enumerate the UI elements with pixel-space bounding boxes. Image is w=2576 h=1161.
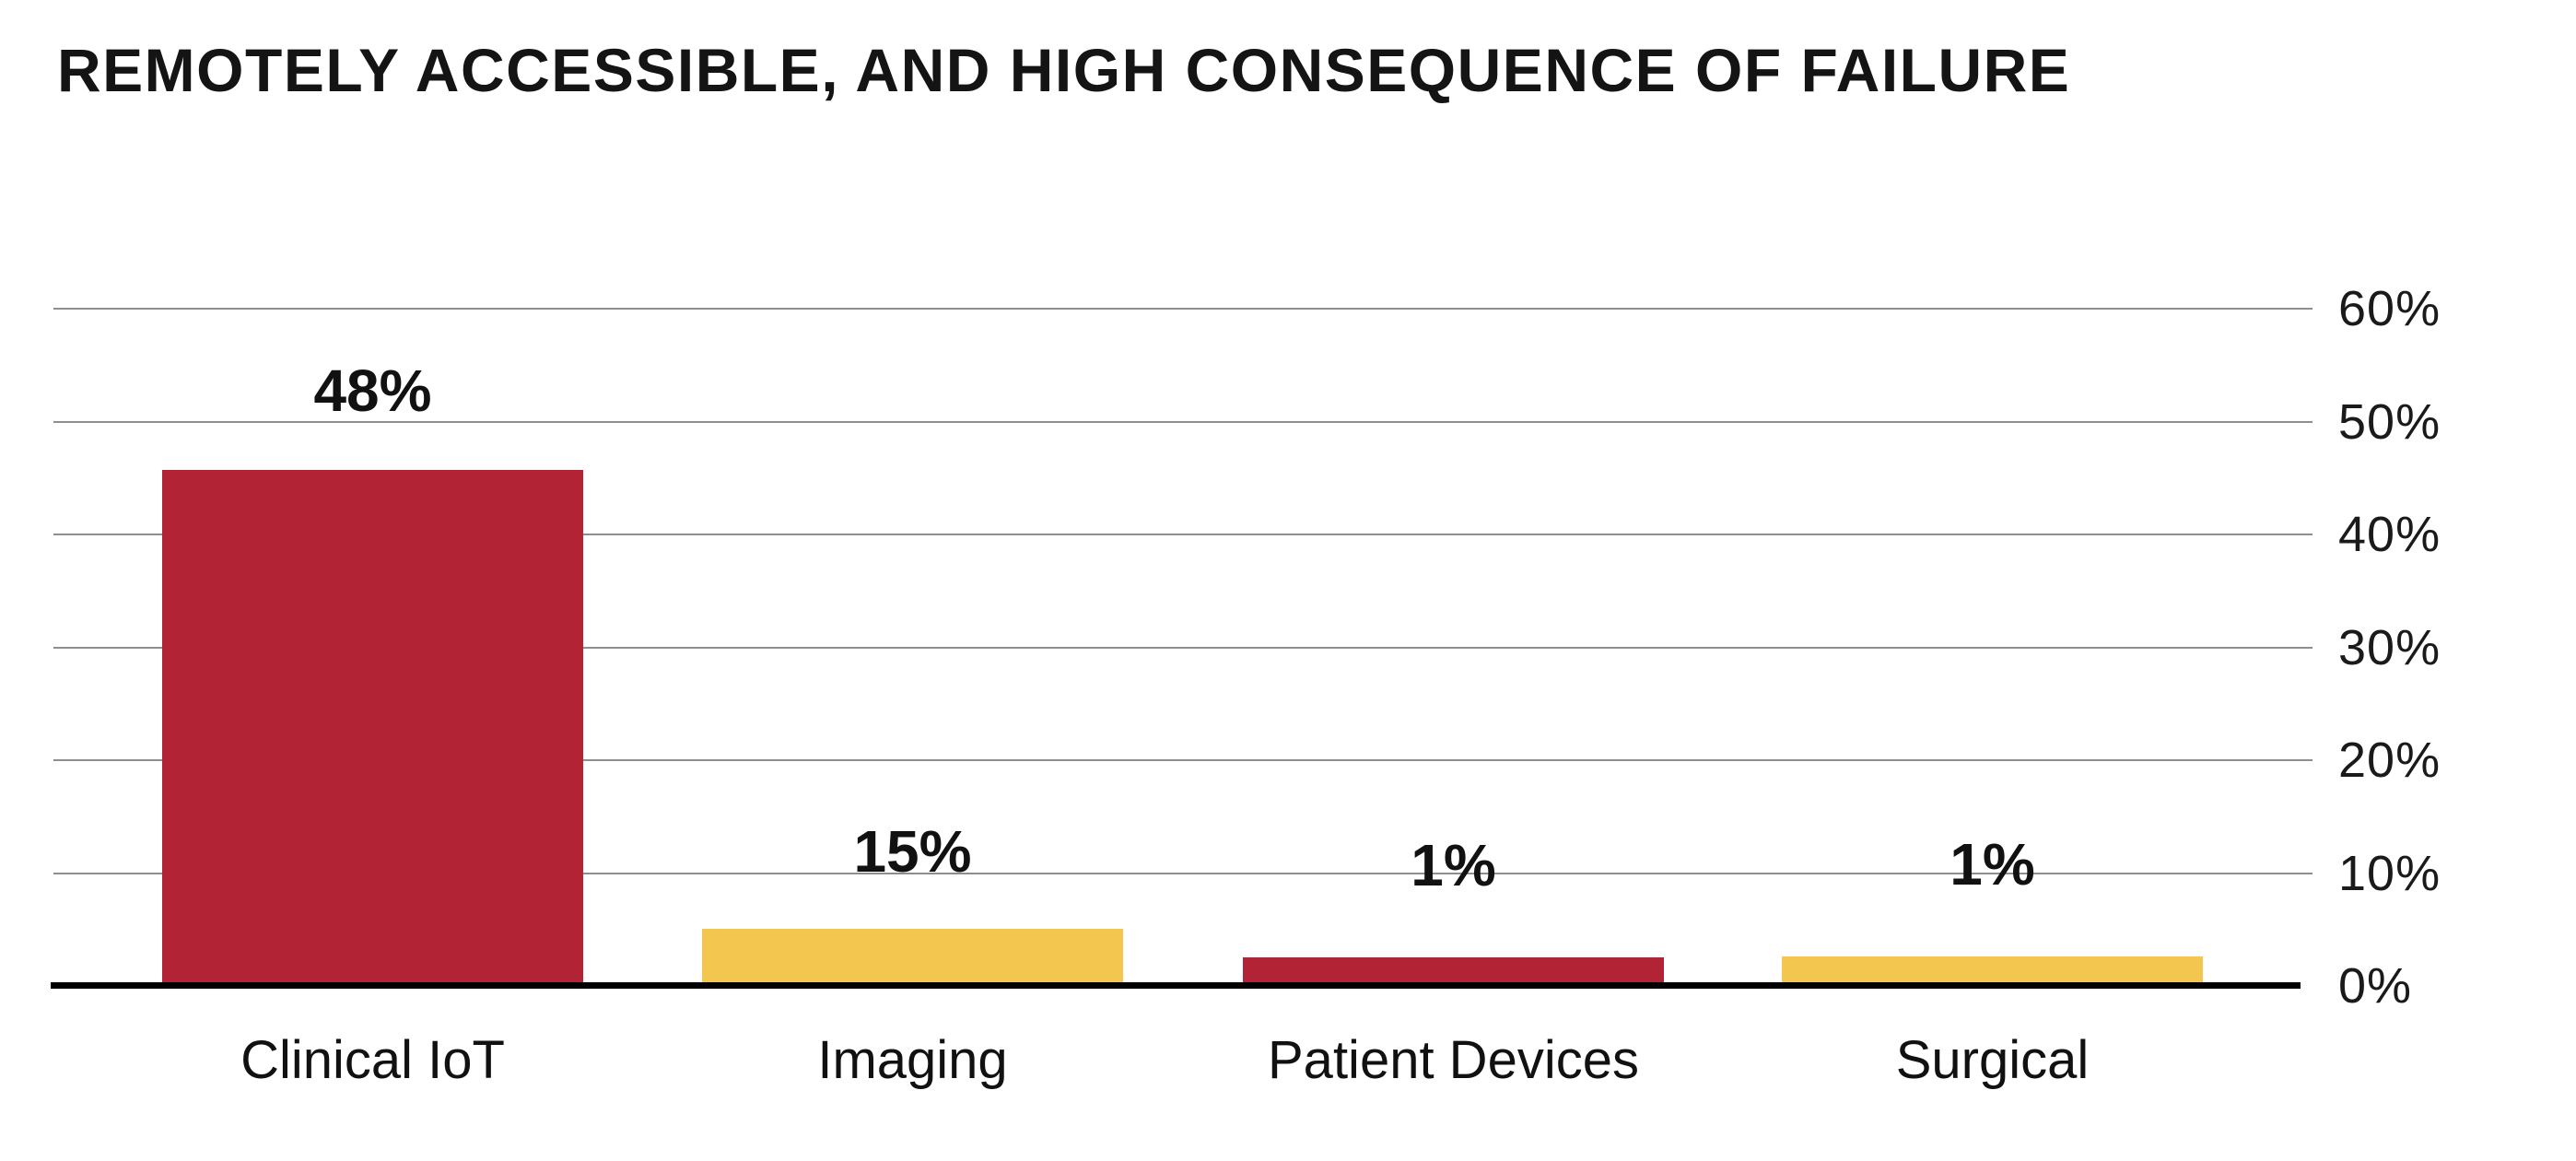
bar-value-label: 1% xyxy=(1950,831,2035,898)
gridline-20 xyxy=(53,759,2313,761)
gridline-10 xyxy=(53,872,2313,874)
y-axis-tick-label: 60% xyxy=(2338,281,2441,336)
chart-title: REMOTELY ACCESSIBLE, AND HIGH CONSEQUENC… xyxy=(57,36,2071,104)
plot-area: 60% 50% 40% 30% 20% 10% 0% 48% Clinical IoT 15% Im… xyxy=(51,284,2440,1087)
y-axis-tick-label: 0% xyxy=(2338,958,2413,1014)
bar-value-label: 1% xyxy=(1411,832,1496,899)
gridline-30 xyxy=(53,646,2313,649)
bar-surgical xyxy=(1782,956,2203,986)
gridline-60 xyxy=(53,308,2313,310)
bar-value-label: 48% xyxy=(313,358,432,425)
y-axis-tick-label: 50% xyxy=(2338,393,2441,450)
category-label: Surgical xyxy=(1895,1030,2090,1090)
bar-imaging xyxy=(702,928,1123,986)
category-label: Imaging xyxy=(817,1030,1008,1090)
bar-clinical-iot xyxy=(162,470,583,986)
category-label: Clinical IoT xyxy=(240,1030,505,1090)
x-axis-line xyxy=(51,982,2301,989)
y-axis-tick-label: 30% xyxy=(2338,619,2441,675)
gridline-40 xyxy=(53,534,2313,535)
y-axis-tick-label: 20% xyxy=(2338,733,2441,788)
bar-value-label: 15% xyxy=(853,817,972,885)
category-label: Patient Devices xyxy=(1268,1030,1639,1090)
bar-patient-devices xyxy=(1243,957,1664,986)
y-axis-tick-label: 10% xyxy=(2338,845,2441,901)
y-axis-tick-label: 40% xyxy=(2338,507,2441,562)
gridline-50 xyxy=(53,420,2313,423)
